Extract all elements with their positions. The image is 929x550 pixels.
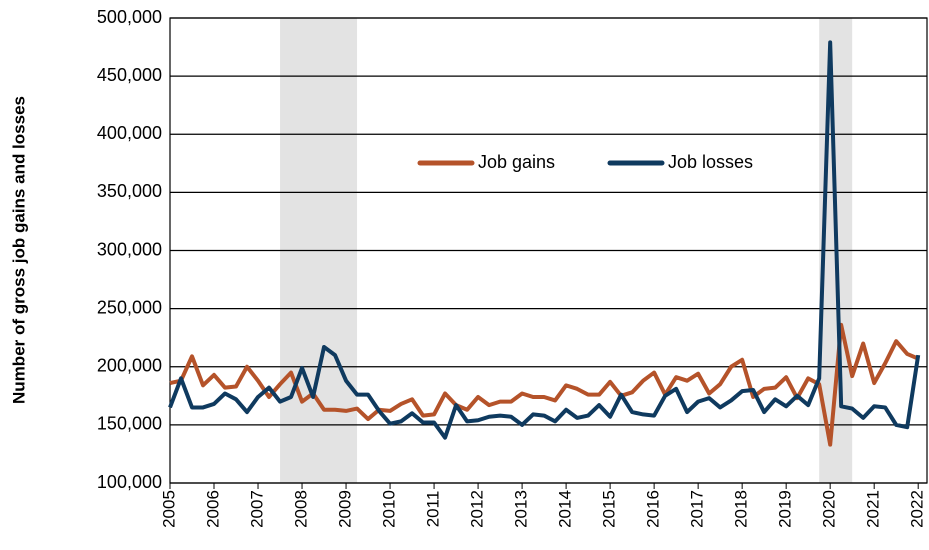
y-tick-label: 200,000 [97,356,162,376]
x-tick-label: 2010 [380,490,399,528]
x-tick-label: 2016 [644,490,663,528]
y-tick-label: 100,000 [97,472,162,492]
x-tick-label: 2006 [203,490,222,528]
y-tick-label: 250,000 [97,297,162,317]
y-tick-label: 500,000 [97,7,162,27]
x-tick-label: 2021 [864,490,883,528]
x-tick-label: 2013 [512,490,531,528]
x-tick-label: 2014 [556,490,575,528]
x-tick-label: 2012 [468,490,487,528]
legend-label: Job losses [668,152,753,172]
plot-border [169,17,928,484]
x-tick-label: 2020 [820,490,839,528]
y-tick-label: 150,000 [97,414,162,434]
series-line [168,40,921,440]
x-tick-label: 2015 [600,490,619,528]
y-tick-label: 350,000 [97,181,162,201]
x-tick-label: 2009 [336,490,355,528]
x-tick-label: 2022 [908,490,927,528]
x-tick-label: 2017 [688,490,707,528]
y-tick-label: 300,000 [97,239,162,259]
y-tick-label: 400,000 [97,123,162,143]
y-tick-label: 450,000 [97,65,162,85]
x-tick-label: 2011 [424,491,443,528]
x-tick-label: 2018 [732,490,751,528]
legend-label: Job gains [478,152,555,172]
x-tick-label: 2005 [159,490,178,528]
x-tick-label: 2007 [248,490,267,528]
x-tick-label: 2008 [292,490,311,528]
x-tick-label: 2019 [776,490,795,528]
y-axis-label: Number of gross job gains and losses [9,96,28,404]
